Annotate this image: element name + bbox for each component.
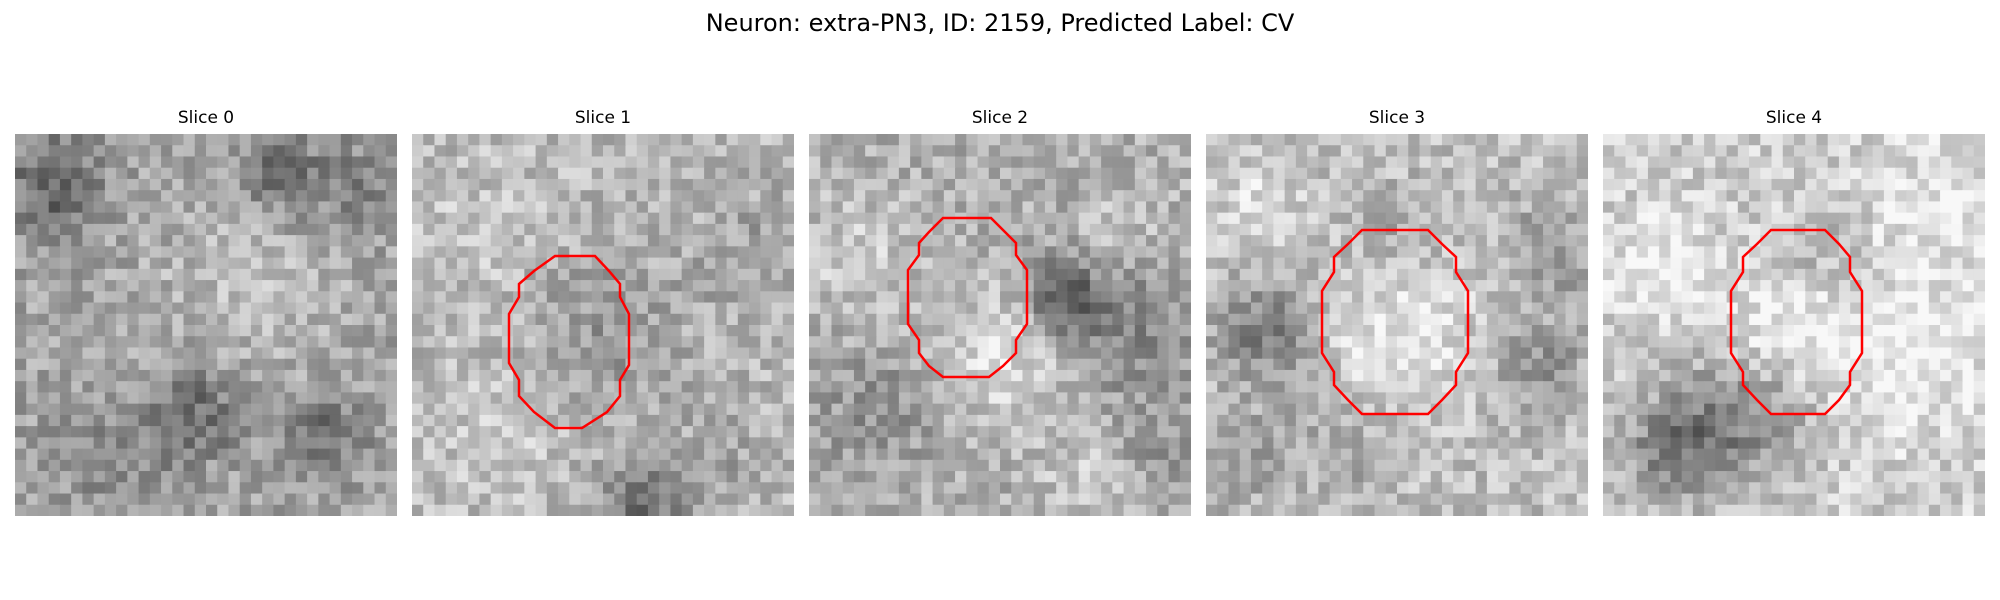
figure-title: Neuron: extra-PN3, ID: 2159, Predicted L… bbox=[705, 9, 1295, 37]
slice-pixels-4 bbox=[1603, 134, 1985, 516]
slice-image-4 bbox=[1603, 134, 1985, 516]
slice-pixels-3 bbox=[1206, 134, 1588, 516]
slice-image-2 bbox=[809, 134, 1191, 516]
slice-title-3: Slice 3 bbox=[1368, 108, 1426, 128]
slice-pixels-0 bbox=[15, 134, 397, 516]
slice-title-0: Slice 0 bbox=[177, 108, 235, 128]
roi-outline-1 bbox=[507, 254, 631, 430]
slice-title-4: Slice 4 bbox=[1765, 108, 1823, 128]
roi-outline-4 bbox=[1729, 228, 1864, 416]
slice-image-3 bbox=[1206, 134, 1588, 516]
slice-image-1 bbox=[412, 134, 794, 516]
slice-title-2: Slice 2 bbox=[971, 108, 1029, 128]
roi-outline-2 bbox=[906, 216, 1029, 379]
slice-pixels-2 bbox=[809, 134, 1191, 516]
slice-image-0 bbox=[15, 134, 397, 516]
slice-pixels-1 bbox=[412, 134, 794, 516]
roi-outline-3 bbox=[1320, 228, 1470, 416]
slice-title-1: Slice 1 bbox=[574, 108, 632, 128]
